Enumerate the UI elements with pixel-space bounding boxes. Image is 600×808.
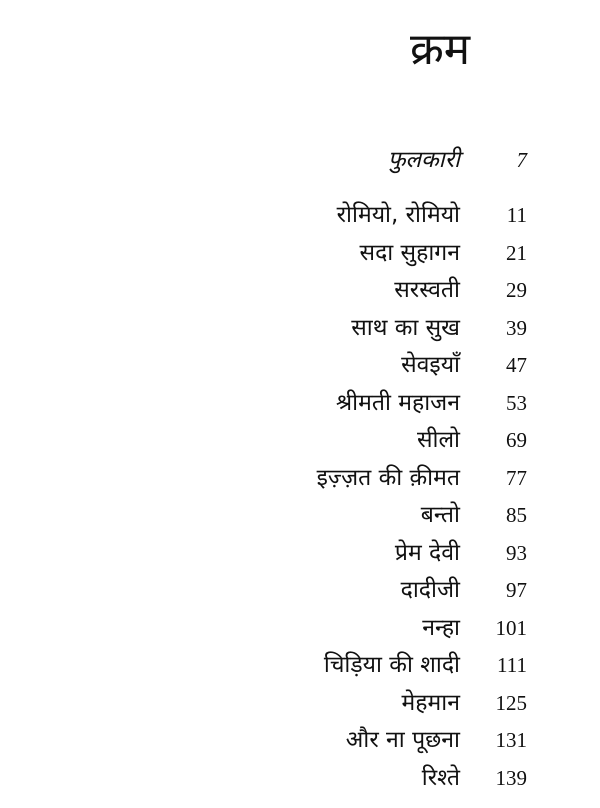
toc-entry-page-number: 101 bbox=[495, 615, 528, 640]
toc-entry-title: इज़्ज़त की क़ीमत bbox=[316, 464, 460, 491]
toc-entry-title: श्रीमती महाजन bbox=[335, 389, 460, 416]
page-title: क्रम bbox=[409, 24, 471, 75]
toc-entry: फुलकारी 7 bbox=[0, 142, 600, 178]
toc-entry-title: सीलो bbox=[416, 427, 460, 453]
toc-entry-title: फुलकारी bbox=[387, 147, 460, 173]
toc-entry-title: सेवइयाँ bbox=[401, 352, 460, 378]
toc-entry: और ना पूछना 131 bbox=[0, 722, 600, 758]
toc-entry: इज़्ज़त की क़ीमत 77 bbox=[0, 460, 600, 496]
toc-entry: बन्तो 85 bbox=[0, 497, 600, 533]
toc-entry-title: बन्तो bbox=[420, 502, 460, 528]
toc-entry-title: सरस्वती bbox=[394, 277, 460, 303]
toc-entry: दादीजी 97 bbox=[0, 572, 600, 608]
toc-entry-page-number: 69 bbox=[506, 428, 527, 452]
toc-entry-title: नन्हा bbox=[422, 614, 460, 641]
toc-entry-page-number: 11 bbox=[506, 203, 527, 227]
toc-entry: श्रीमती महाजन 53 bbox=[0, 385, 600, 421]
toc-entry-page-number: 29 bbox=[506, 278, 527, 302]
toc-entry-page-number: 85 bbox=[506, 503, 527, 527]
toc-entry-title: चिड़िया की शादी bbox=[323, 652, 460, 678]
toc-entry-title: साथ का सुख bbox=[351, 314, 460, 341]
toc-entry-title: दादीजी bbox=[400, 577, 460, 603]
toc-entry: प्रेम देवी 93 bbox=[0, 535, 600, 571]
toc-entry-page-number: 111 bbox=[497, 653, 527, 677]
toc-entry-title: प्रेम देवी bbox=[394, 539, 460, 566]
toc-entry: नन्हा 101 bbox=[0, 610, 600, 646]
toc-entry: सीलो 69 bbox=[0, 422, 600, 458]
toc-entry-page-number: 93 bbox=[506, 540, 527, 565]
toc-entry: साथ का सुख 39 bbox=[0, 310, 600, 346]
toc-entry: रिश्ते 139 bbox=[0, 760, 600, 796]
toc-entry: सेवइयाँ 47 bbox=[0, 347, 600, 383]
toc-entry: मेहमान 125 bbox=[0, 685, 600, 721]
toc-entry-title: और ना पूछना bbox=[345, 727, 460, 753]
toc-entry-page-number: 53 bbox=[506, 390, 527, 415]
toc-entry-page-number: 125 bbox=[495, 690, 528, 715]
toc-entry: सदा सुहागन 21 bbox=[0, 235, 600, 271]
toc-entry-page-number: 47 bbox=[506, 353, 527, 377]
toc-entry: सरस्वती 29 bbox=[0, 272, 600, 308]
toc-entry-page-number: 21 bbox=[506, 240, 527, 265]
toc-entry-page-number: 77 bbox=[506, 465, 527, 490]
toc-entry-title: सदा सुहागन bbox=[359, 239, 460, 266]
toc-entry-title: मेहमान bbox=[401, 689, 460, 716]
toc-entry-page-number: 139 bbox=[495, 765, 528, 790]
toc-entry: चिड़िया की शादी 111 bbox=[0, 647, 600, 683]
toc-entry-page-number: 7 bbox=[516, 148, 528, 172]
toc-entry-title: रिश्ते bbox=[421, 764, 460, 791]
toc-entry-page-number: 39 bbox=[506, 315, 527, 340]
toc-entry: रोमियो, रोमियो 11 bbox=[0, 197, 600, 233]
toc-entry-page-number: 97 bbox=[506, 578, 527, 602]
toc-entry-page-number: 131 bbox=[495, 728, 528, 752]
toc-entry-title: रोमियो, रोमियो bbox=[336, 202, 460, 228]
